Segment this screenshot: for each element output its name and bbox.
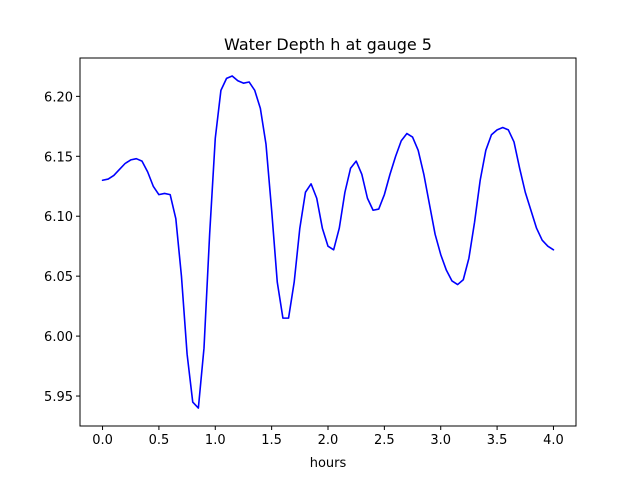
y-tick-label: 6.15 — [44, 150, 73, 165]
y-tick-label: 6.10 — [44, 210, 73, 225]
x-tick-label: 1.5 — [261, 433, 282, 448]
chart-title: Water Depth h at gauge 5 — [224, 35, 432, 54]
series-line — [101, 75, 555, 409]
y-tick-label: 5.95 — [44, 390, 73, 405]
x-tick-label: 2.5 — [374, 433, 395, 448]
y-tick-label: 6.00 — [44, 330, 73, 345]
series-layer — [101, 75, 555, 409]
x-tick-label: 3.5 — [487, 433, 508, 448]
x-tick-label: 2.0 — [318, 433, 339, 448]
y-tick-label: 6.20 — [44, 90, 73, 105]
x-tick-label: 0.5 — [149, 433, 170, 448]
x-axis-label: hours — [310, 456, 347, 471]
x-tick-label: 0.0 — [92, 433, 113, 448]
plot-frame — [79, 57, 577, 427]
x-tick-label: 1.0 — [205, 433, 226, 448]
x-axis-ticks: 0.0 0.5 1.0 1.5 2.0 2.5 3.0 3.5 4.0 — [92, 426, 564, 448]
y-tick-label: 6.05 — [44, 270, 73, 285]
x-tick-label: 4.0 — [543, 433, 564, 448]
x-tick-label: 3.0 — [430, 433, 451, 448]
y-axis-ticks: 5.95 6.00 6.05 6.10 6.15 6.20 — [44, 90, 80, 405]
